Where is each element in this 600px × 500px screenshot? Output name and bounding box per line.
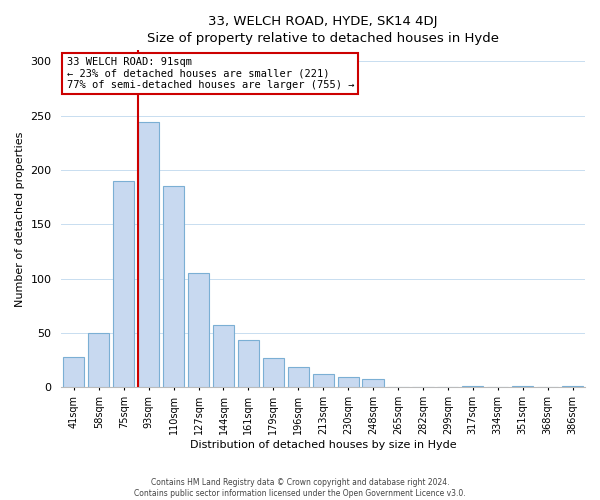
Bar — [562, 386, 583, 388]
Bar — [88, 333, 109, 388]
Bar — [263, 358, 284, 388]
Title: 33, WELCH ROAD, HYDE, SK14 4DJ
Size of property relative to detached houses in H: 33, WELCH ROAD, HYDE, SK14 4DJ Size of p… — [147, 15, 499, 45]
Text: Contains HM Land Registry data © Crown copyright and database right 2024.
Contai: Contains HM Land Registry data © Crown c… — [134, 478, 466, 498]
Bar — [462, 386, 484, 388]
Bar — [313, 374, 334, 388]
Bar — [287, 367, 309, 388]
Bar — [213, 326, 234, 388]
X-axis label: Distribution of detached houses by size in Hyde: Distribution of detached houses by size … — [190, 440, 457, 450]
Bar — [188, 274, 209, 388]
Bar — [238, 340, 259, 388]
Bar — [138, 122, 159, 388]
Bar — [362, 378, 383, 388]
Bar — [63, 357, 85, 388]
Bar — [512, 386, 533, 388]
Y-axis label: Number of detached properties: Number of detached properties — [15, 131, 25, 306]
Bar — [113, 181, 134, 388]
Bar — [163, 186, 184, 388]
Text: 33 WELCH ROAD: 91sqm
← 23% of detached houses are smaller (221)
77% of semi-deta: 33 WELCH ROAD: 91sqm ← 23% of detached h… — [67, 57, 354, 90]
Bar — [338, 376, 359, 388]
